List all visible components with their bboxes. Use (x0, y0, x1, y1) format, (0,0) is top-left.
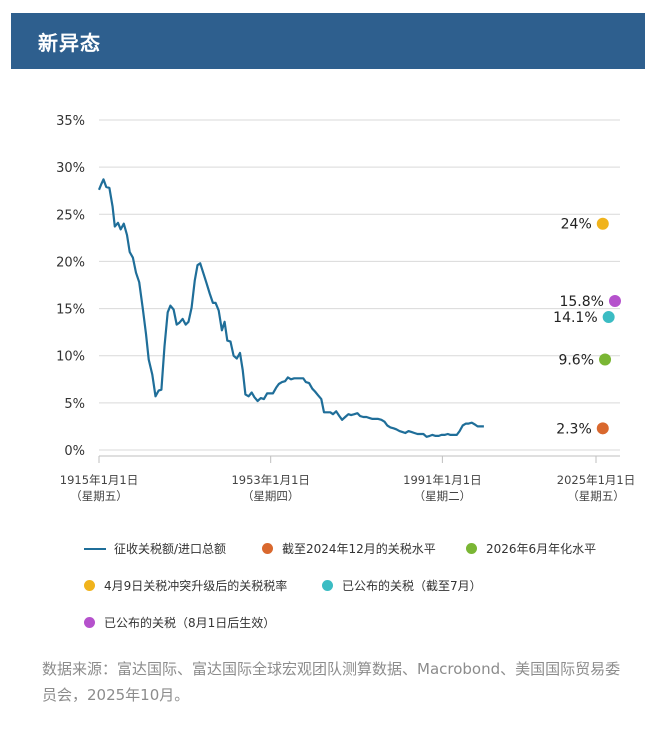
data-label: 9.6% (558, 352, 594, 368)
data-point (596, 422, 609, 435)
y-tick-label: 30% (56, 161, 85, 176)
source-note: 数据来源：富达国际、富达国际全球宏观团队测算数据、Macrobond、美国国际贸… (42, 660, 621, 704)
data-label: 24% (561, 217, 592, 233)
tariff-chart: 0% 5% 10% 15% 20% 25% 30% 35% 1915年1月1日 （星期五） 1953… (56, 114, 635, 503)
y-tick-label: 35% (56, 114, 85, 129)
y-tick-label: 25% (56, 208, 85, 223)
x-tick-label: 2025年1月1日 (557, 473, 635, 487)
data-label: 14.1% (553, 310, 597, 326)
data-point (596, 217, 609, 230)
x-tick-sublabel: （星期五） (567, 489, 625, 503)
data-point (608, 295, 621, 308)
x-tick-label: 1991年1月1日 (403, 473, 481, 487)
y-tick-label: 20% (56, 255, 85, 270)
data-label: 2.3% (556, 421, 592, 437)
y-tick-label: 10% (56, 350, 85, 365)
title-banner: 新异态 (11, 13, 645, 69)
data-label: 15.8% (559, 294, 603, 310)
y-tick-label: 15% (56, 303, 85, 318)
series-line (97, 178, 484, 438)
y-tick-label: 0% (64, 444, 85, 459)
x-tick-sublabel: （星期四） (242, 489, 300, 503)
x-tick-sublabel: （星期五） (70, 489, 128, 503)
x-tick-sublabel: （星期二） (414, 489, 472, 503)
x-tick-label: 1915年1月1日 (60, 473, 138, 487)
chart-title: 新异态 (38, 31, 101, 55)
x-tick-label: 1953年1月1日 (231, 473, 309, 487)
y-tick-label: 5% (64, 397, 85, 412)
data-point (599, 353, 612, 366)
data-point (602, 311, 615, 324)
